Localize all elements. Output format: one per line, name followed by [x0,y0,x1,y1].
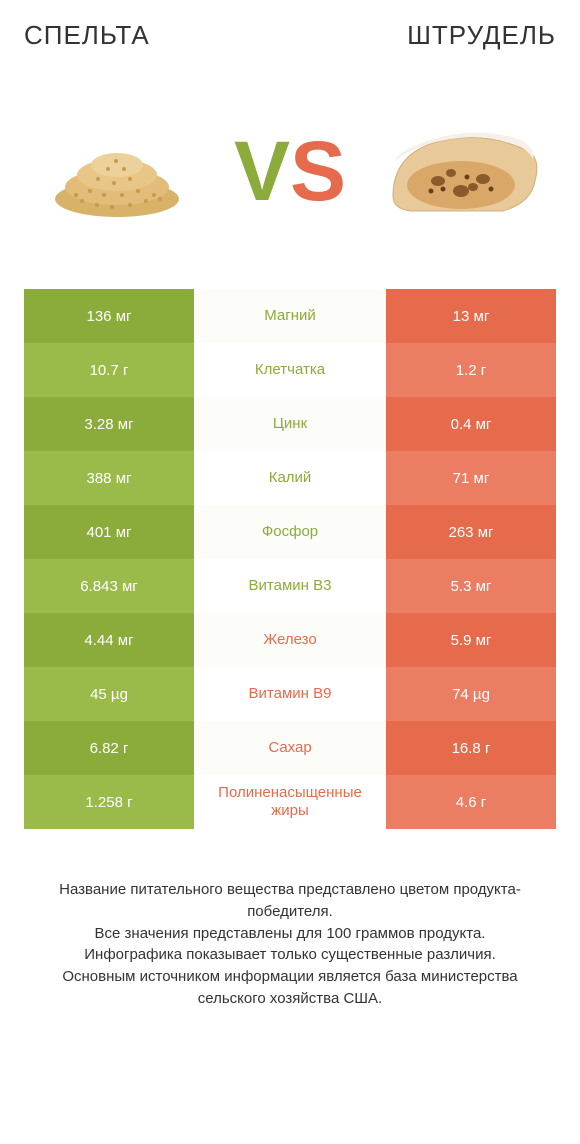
table-row: 6.843 мгВитамин B35.3 мг [24,559,556,613]
value-left: 10.7 г [24,343,194,397]
title-row: СПЕЛЬТА ШТРУДЕЛЬ [24,20,556,51]
table-row: 10.7 гКлетчатка1.2 г [24,343,556,397]
value-left: 6.82 г [24,721,194,775]
nutrient-label: Витамин B9 [194,667,386,721]
vs-s: S [290,124,346,218]
nutrient-label: Фосфор [194,505,386,559]
value-right: 71 мг [386,451,556,505]
nutrient-table: 136 мгМагний13 мг10.7 гКлетчатка1.2 г3.2… [24,289,556,829]
spelt-icon [32,101,202,241]
nutrient-label: Полиненасыщенные жиры [194,775,386,829]
nutrient-label: Магний [194,289,386,343]
value-right: 4.6 г [386,775,556,829]
table-row: 136 мгМагний13 мг [24,289,556,343]
value-right: 16.8 г [386,721,556,775]
value-right: 1.2 г [386,343,556,397]
table-row: 401 мгФосфор263 мг [24,505,556,559]
table-row: 388 мгКалий71 мг [24,451,556,505]
table-row: 3.28 мгЦинк0.4 мг [24,397,556,451]
vs-v: V [234,124,290,218]
value-right: 13 мг [386,289,556,343]
value-left: 1.258 г [24,775,194,829]
value-left: 3.28 мг [24,397,194,451]
value-right: 5.9 мг [386,613,556,667]
title-right: ШТРУДЕЛЬ [407,20,556,51]
title-left: СПЕЛЬТА [24,20,150,51]
value-right: 263 мг [386,505,556,559]
value-left: 4.44 мг [24,613,194,667]
table-row: 45 µgВитамин B974 µg [24,667,556,721]
nutrient-label: Клетчатка [194,343,386,397]
value-left: 45 µg [24,667,194,721]
value-right: 0.4 мг [386,397,556,451]
nutrient-label: Сахар [194,721,386,775]
table-row: 6.82 гСахар16.8 г [24,721,556,775]
nutrient-label: Железо [194,613,386,667]
footer-note: Название питательного вещества представл… [24,879,556,1010]
nutrient-label: Калий [194,451,386,505]
value-left: 6.843 мг [24,559,194,613]
hero-row: VS [24,81,556,261]
value-right: 5.3 мг [386,559,556,613]
value-left: 136 мг [24,289,194,343]
nutrient-label: Цинк [194,397,386,451]
table-row: 1.258 гПолиненасыщенные жиры4.6 г [24,775,556,829]
value-right: 74 µg [386,667,556,721]
nutrient-label: Витамин B3 [194,559,386,613]
strudel-icon [378,101,548,241]
vs-label: VS [234,123,346,220]
value-left: 388 мг [24,451,194,505]
table-row: 4.44 мгЖелезо5.9 мг [24,613,556,667]
value-left: 401 мг [24,505,194,559]
